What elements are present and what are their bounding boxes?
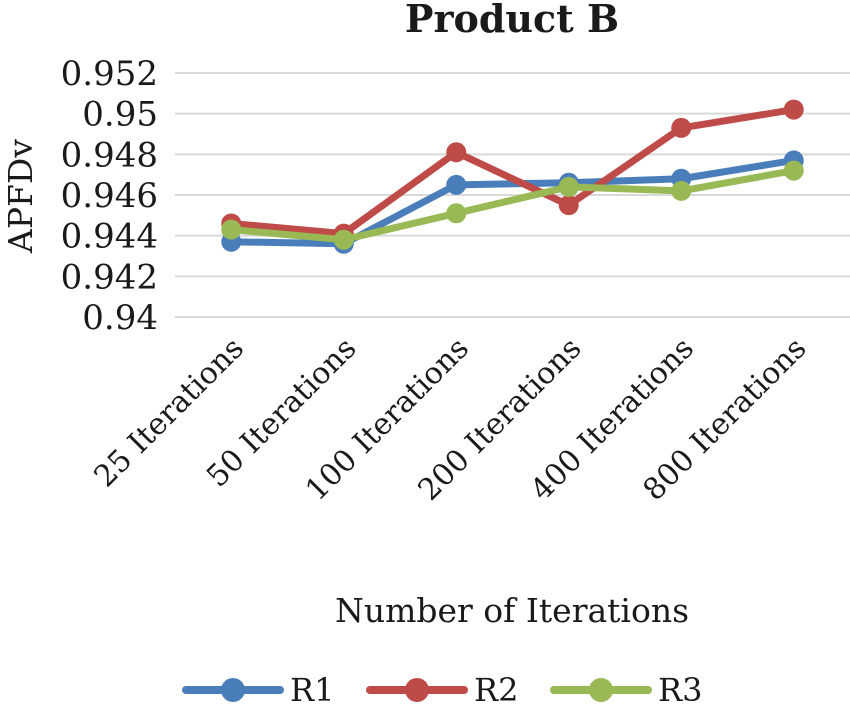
legend-marker <box>405 678 429 702</box>
data-point <box>671 180 692 201</box>
data-point <box>783 160 804 181</box>
y-axis-label: APFDv <box>1 139 40 254</box>
series-line <box>227 156 798 248</box>
y-tick-label: 0.944 <box>61 217 158 257</box>
series-line <box>227 167 798 244</box>
legend-item-R3: R3 <box>550 671 702 704</box>
series <box>221 99 804 254</box>
legend-label: R3 <box>658 671 702 704</box>
y-tick-label: 0.946 <box>61 176 158 216</box>
data-point <box>783 99 804 120</box>
legend-item-R1: R1 <box>182 671 334 704</box>
legend-marker <box>221 678 245 702</box>
series-R1 <box>221 150 804 254</box>
data-point <box>446 203 467 224</box>
legend: R1 R2 R3 <box>182 671 702 704</box>
grid <box>175 72 850 318</box>
data-point <box>671 117 692 138</box>
data-point <box>333 229 354 250</box>
series-R3 <box>221 160 804 250</box>
y-tick-label: 0.942 <box>61 257 158 297</box>
data-point <box>221 219 242 240</box>
y-tick-label: 0.952 <box>61 54 158 94</box>
legend-label: R1 <box>290 671 334 704</box>
legend-item-R2: R2 <box>366 671 518 704</box>
y-tick-label: 0.948 <box>61 135 158 175</box>
chart-title: Product B <box>405 0 619 41</box>
data-point <box>558 176 579 197</box>
legend-label: R2 <box>474 671 518 704</box>
legend-marker <box>589 678 613 702</box>
data-point <box>446 174 467 195</box>
y-tick-label: 0.94 <box>82 298 158 338</box>
x-axis-label: Number of Iterations <box>335 591 689 630</box>
series-line <box>227 106 798 238</box>
data-point <box>446 142 467 163</box>
data-point <box>558 195 579 216</box>
y-tick-label: 0.95 <box>82 95 158 135</box>
